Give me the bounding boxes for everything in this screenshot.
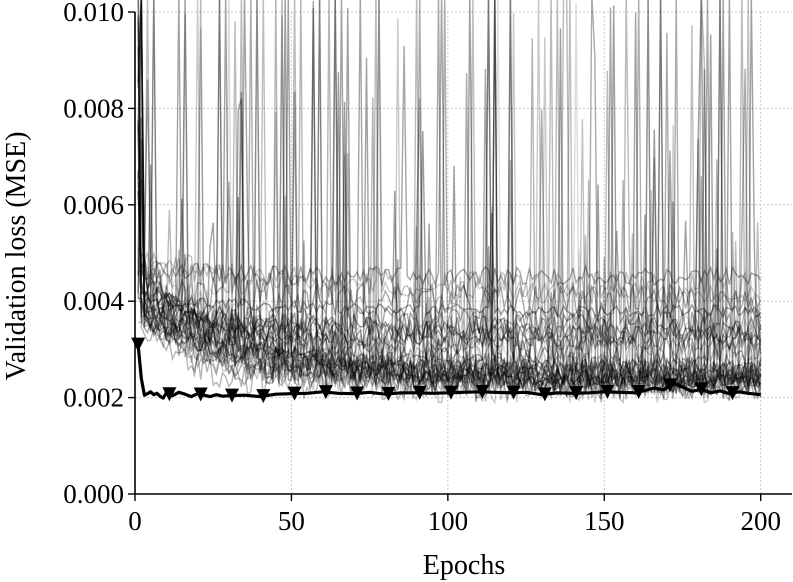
background-run-line-28 — [137, 0, 762, 387]
background-run-line-11 — [137, 27, 762, 364]
best-run-marker-101 — [443, 385, 458, 400]
best-run-marker-171 — [662, 378, 677, 393]
background-run-line-19 — [137, 0, 762, 391]
x-tick-label-1: 50 — [278, 506, 305, 536]
best-run-marker-91 — [412, 385, 427, 400]
background-run-line-20 — [137, 0, 762, 362]
background-run-line-39 — [137, 0, 762, 375]
y-tick-label-5: 0.010 — [63, 0, 124, 27]
plot-frame — [134, 12, 792, 495]
best-run-marker-141 — [569, 386, 584, 401]
background-run-line-12 — [137, 0, 762, 396]
background-run-line-4 — [137, 125, 762, 337]
background-run-line-25 — [137, 0, 762, 394]
background-run-line-15 — [137, 181, 761, 387]
best-run-marker-191 — [725, 386, 740, 401]
y-tick-label-2: 0.004 — [63, 286, 124, 316]
best-run-marker-41 — [256, 389, 271, 404]
background-run-line-9 — [140, 0, 762, 383]
best-run-marker-21 — [193, 387, 208, 402]
background-run-line-22 — [137, 0, 762, 345]
background-run-line-30 — [137, 0, 762, 388]
x-tick-label-2: 100 — [428, 506, 469, 536]
background-run-line-37 — [137, 0, 762, 390]
x-tick-label-0: 0 — [128, 506, 142, 536]
background-run-line-18 — [137, 138, 762, 396]
x-tick-label-4: 200 — [740, 506, 781, 536]
best-run-marker-51 — [287, 386, 302, 401]
background-run-line-5 — [137, 0, 762, 326]
best-run-marker-61 — [318, 385, 333, 400]
x-tick-label-3: 150 — [584, 506, 625, 536]
best-run-marker-161 — [631, 384, 646, 399]
best-run-marker-151 — [600, 384, 615, 399]
background-run-line-34 — [137, 22, 762, 377]
best-run-marker-121 — [506, 385, 521, 400]
background-run-line-26 — [137, 0, 762, 288]
background-run-line-10 — [137, 0, 762, 395]
background-run-line-31 — [137, 0, 762, 396]
background-run-line-13 — [137, 91, 762, 387]
best-run-marker-111 — [475, 384, 490, 399]
background-run-line-24 — [137, 0, 762, 350]
background-run-line-29 — [137, 0, 762, 381]
best-run-marker-81 — [381, 386, 396, 401]
best-run-marker-131 — [537, 387, 552, 402]
background-run-line-33 — [137, 0, 761, 353]
background-run-line-6 — [140, 0, 762, 344]
background-run-line-21 — [137, 0, 762, 398]
x-axis-ticks: 0 50 100 150 200 — [128, 494, 781, 536]
y-tick-label-1: 0.002 — [63, 383, 124, 413]
y-tick-label-3: 0.006 — [63, 190, 124, 220]
background-run-line-2 — [137, 0, 762, 382]
y-axis-ticks: 0.000 0.002 0.004 0.006 0.008 0.010 — [63, 0, 135, 509]
background-run-line-0 — [138, 297, 762, 366]
best-run-marker-181 — [694, 382, 709, 397]
background-run-line-23 — [137, 0, 762, 304]
background-runs — [137, 0, 762, 405]
background-run-line-3 — [137, 0, 762, 320]
x-axis-label: Epochs — [423, 550, 505, 581]
background-run-line-1 — [138, 119, 762, 396]
best-run-marker-71 — [350, 386, 365, 401]
y-tick-label-4: 0.008 — [63, 93, 124, 123]
best-run-marker-11 — [162, 387, 177, 402]
background-run-line-32 — [137, 295, 762, 376]
background-run-line-8 — [137, 10, 762, 309]
background-run-line-27 — [137, 190, 762, 401]
background-run-line-14 — [137, 124, 762, 343]
y-tick-label-0: 0.000 — [63, 479, 124, 509]
background-run-line-36 — [137, 3, 762, 390]
y-axis-label: Validation loss (MSE) — [1, 132, 32, 381]
best-run-marker-31 — [224, 388, 239, 403]
best-run-marker-1 — [131, 337, 146, 352]
